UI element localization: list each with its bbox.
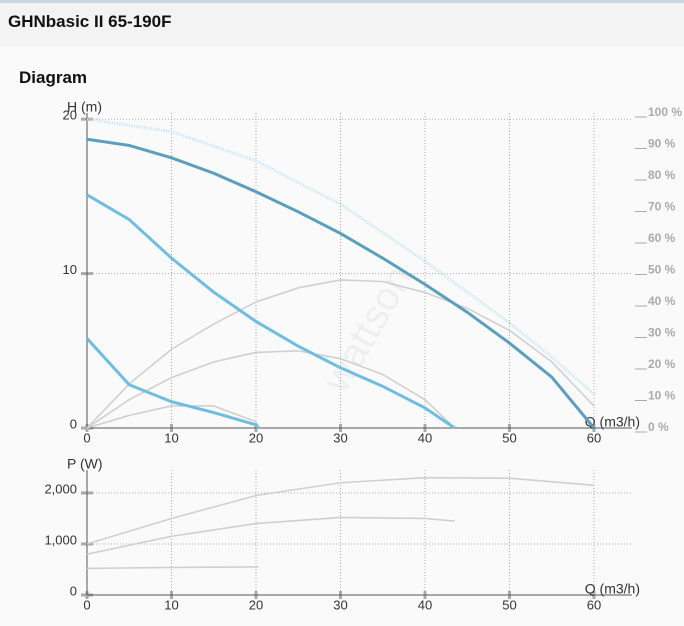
x-tick-label: 40: [418, 430, 432, 445]
y2-tick-label: 40 %: [648, 294, 676, 308]
y2-tick-label: 60 %: [648, 231, 676, 245]
y-axis-label: P (W): [67, 456, 103, 472]
y2-tick-label: 70 %: [648, 200, 676, 214]
y-tick-label: 2,000: [44, 481, 77, 496]
y2-tick-label: 90 %: [648, 137, 676, 151]
y-axis-label: H (m): [67, 99, 102, 115]
x-tick-label: 50: [502, 597, 516, 612]
top-bar: [0, 0, 684, 3]
y2-tick-label: 80 %: [648, 168, 676, 182]
y2-tick-label: 0 %: [648, 420, 669, 434]
y-tick-label: 20: [63, 108, 77, 123]
x-tick-label: 0: [83, 597, 90, 612]
y2-tick-label: 50 %: [648, 263, 676, 277]
curve: [86, 279, 595, 429]
curve: [86, 566, 259, 570]
x-axis-label: Q (m3/h): [585, 414, 640, 430]
curve: [86, 476, 595, 545]
y-tick-label: 1,000: [44, 532, 77, 547]
x-axis-label: Q (m3/h): [585, 581, 640, 597]
y-tick-label: 0: [70, 583, 77, 598]
x-tick-label: 0: [83, 430, 90, 445]
curve: [86, 350, 456, 429]
x-tick-label: 60: [587, 597, 601, 612]
curve: [86, 193, 456, 430]
x-tick-label: 60: [587, 430, 601, 445]
x-tick-label: 10: [164, 430, 178, 445]
curve: [86, 516, 455, 555]
section-title: Diagram: [19, 68, 88, 87]
y2-tick-label: 100 %: [648, 105, 682, 119]
curve: [86, 117, 597, 397]
header: GHNbasic II 65-190F: [0, 3, 684, 47]
x-tick-label: 50: [502, 430, 516, 445]
x-tick-label: 20: [249, 597, 263, 612]
x-tick-label: 20: [249, 430, 263, 445]
y-tick-label: 0: [70, 416, 77, 431]
curve: [85, 337, 260, 429]
x-tick-label: 10: [164, 597, 178, 612]
curve: [86, 137, 596, 429]
x-tick-label: 30: [333, 597, 347, 612]
y2-tick-label: 30 %: [648, 326, 676, 340]
x-tick-label: 40: [418, 597, 432, 612]
y-tick-label: 10: [63, 262, 77, 277]
y2-tick-label: 20 %: [648, 357, 676, 371]
y2-tick-label: 10 %: [648, 389, 676, 403]
x-tick-label: 30: [333, 430, 347, 445]
page-title: GHNbasic II 65-190F: [8, 12, 172, 31]
